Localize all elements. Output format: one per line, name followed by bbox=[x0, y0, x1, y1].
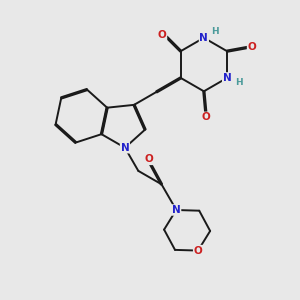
Text: N: N bbox=[121, 143, 129, 153]
Text: N: N bbox=[223, 73, 231, 83]
Text: N: N bbox=[200, 33, 208, 43]
Text: O: O bbox=[248, 42, 256, 52]
Text: H: H bbox=[235, 78, 243, 87]
Text: O: O bbox=[201, 112, 210, 122]
Text: H: H bbox=[211, 27, 219, 36]
Text: O: O bbox=[194, 246, 203, 256]
Text: O: O bbox=[144, 154, 153, 164]
Text: O: O bbox=[158, 30, 167, 40]
Text: N: N bbox=[172, 205, 181, 215]
